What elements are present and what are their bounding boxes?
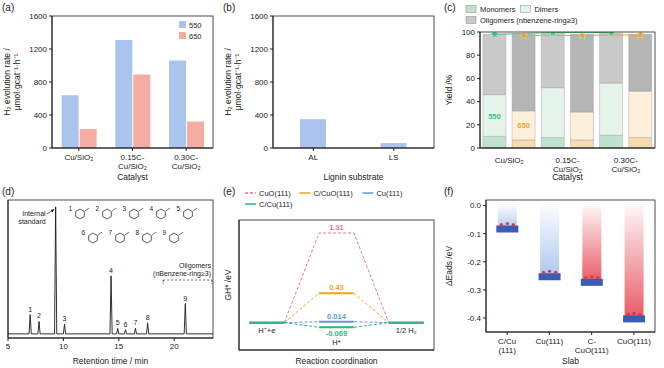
- svg-text:Cu/SiO₂: Cu/SiO₂: [495, 156, 524, 165]
- svg-text:6: 6: [81, 229, 85, 236]
- svg-text:C/Cu(111): C/Cu(111): [259, 200, 293, 209]
- svg-text:0: 0: [264, 144, 269, 153]
- svg-text:7: 7: [108, 229, 112, 236]
- svg-text:7: 7: [133, 319, 137, 326]
- svg-text:H₂ evolution rate /: H₂ evolution rate /: [2, 48, 12, 116]
- svg-text:CuO(111): CuO(111): [617, 337, 651, 346]
- svg-text:80: 80: [466, 51, 475, 60]
- svg-text:Yield /%: Yield /%: [444, 74, 454, 105]
- svg-text:Retention time / min: Retention time / min: [73, 356, 149, 366]
- svg-text:Oligomers (nbenzene-ring≥3): Oligomers (nbenzene-ring≥3): [480, 16, 578, 25]
- svg-text:400: 400: [34, 111, 48, 120]
- svg-text:C/CuO(111): C/CuO(111): [313, 189, 353, 198]
- svg-text:AL: AL: [308, 153, 318, 162]
- svg-text:LS: LS: [389, 153, 399, 162]
- svg-text:0.014: 0.014: [327, 312, 347, 321]
- svg-text:0.15C-Cu/SiO₂: 0.15C-Cu/SiO₂: [553, 156, 582, 174]
- svg-text:650: 650: [517, 121, 530, 130]
- svg-text:Oligomers: Oligomers: [179, 262, 211, 270]
- svg-text:CuO(111): CuO(111): [259, 189, 291, 198]
- svg-text:3: 3: [63, 315, 67, 322]
- svg-text:4: 4: [149, 205, 153, 212]
- svg-text:-0.069: -0.069: [326, 329, 347, 338]
- svg-text:-0.3: -0.3: [467, 286, 481, 295]
- svg-text:0.30C-Cu/SiO₂: 0.30C-Cu/SiO₂: [611, 156, 640, 174]
- svg-text:1200: 1200: [250, 45, 268, 54]
- svg-text:400: 400: [255, 111, 269, 120]
- svg-text:20: 20: [466, 121, 475, 130]
- svg-text:Internalstandard: Internalstandard: [18, 210, 46, 225]
- svg-text:Catalyst: Catalyst: [117, 172, 148, 182]
- svg-text:2: 2: [37, 312, 41, 319]
- svg-text:C/Cu(111): C/Cu(111): [498, 337, 516, 355]
- svg-text:μmol·gcat⁻¹·h⁻¹: μmol·gcat⁻¹·h⁻¹: [12, 53, 22, 110]
- svg-text:-0.2: -0.2: [467, 258, 481, 267]
- svg-text:2: 2: [95, 205, 99, 212]
- svg-text:(nBenzene-ring≥3): (nBenzene-ring≥3): [153, 270, 211, 278]
- svg-text:H₂ evolution rate /: H₂ evolution rate /: [223, 48, 233, 116]
- svg-text:60: 60: [466, 74, 475, 83]
- svg-text:Catalyst: Catalyst: [552, 172, 583, 182]
- svg-text:1200: 1200: [29, 45, 47, 54]
- svg-text:(b): (b): [223, 2, 235, 13]
- svg-text:(d): (d): [2, 186, 14, 197]
- svg-text:9: 9: [162, 229, 166, 236]
- svg-text:Dimers: Dimers: [534, 5, 558, 14]
- svg-text:550: 550: [189, 21, 202, 30]
- svg-text:GH* /eV: GH* /eV: [223, 269, 233, 301]
- svg-text:C-CuO(111): C-CuO(111): [575, 337, 609, 355]
- svg-text:10: 10: [59, 342, 68, 351]
- svg-text:3: 3: [122, 205, 126, 212]
- svg-text:(f): (f): [444, 186, 453, 197]
- svg-text:0.43: 0.43: [329, 283, 344, 292]
- svg-text:-0.4: -0.4: [467, 314, 481, 323]
- svg-text:800: 800: [255, 78, 269, 87]
- svg-text:1.31: 1.31: [329, 223, 344, 232]
- svg-text:1: 1: [68, 205, 72, 212]
- svg-text:9: 9: [183, 295, 187, 302]
- svg-text:Lignin substrate: Lignin substrate: [323, 172, 383, 182]
- svg-text:4: 4: [109, 267, 113, 274]
- svg-text:Cu/SiO₂: Cu/SiO₂: [64, 153, 93, 162]
- svg-text:1: 1: [28, 306, 32, 313]
- svg-text:(a): (a): [2, 2, 14, 13]
- svg-text:H*: H*: [332, 338, 340, 347]
- svg-text:1/2 H₂: 1/2 H₂: [396, 326, 417, 335]
- svg-text:650: 650: [189, 32, 202, 41]
- svg-text:5: 5: [116, 319, 120, 326]
- svg-text:Reaction coordination: Reaction coordination: [295, 356, 377, 366]
- svg-text:8: 8: [146, 314, 150, 321]
- svg-text:1600: 1600: [250, 12, 268, 21]
- svg-text:(c): (c): [444, 2, 456, 13]
- svg-text:100: 100: [462, 28, 476, 37]
- svg-text:-0.1: -0.1: [467, 230, 481, 239]
- svg-text:20: 20: [170, 342, 179, 351]
- svg-text:0.15C-Cu/SiO₂: 0.15C-Cu/SiO₂: [118, 153, 147, 171]
- svg-text:800: 800: [34, 78, 48, 87]
- svg-text:0.0: 0.0: [470, 201, 482, 210]
- svg-text:Cu(111): Cu(111): [536, 337, 564, 346]
- svg-text:0: 0: [471, 144, 476, 153]
- svg-text:μmol·gcat⁻¹·h⁻¹: μmol·gcat⁻¹·h⁻¹: [233, 53, 243, 110]
- svg-text:0.30C-Cu/SiO₂: 0.30C-Cu/SiO₂: [172, 153, 201, 171]
- svg-text:6: 6: [124, 321, 128, 328]
- svg-text:40: 40: [466, 97, 475, 106]
- svg-text:ΔEads /eV: ΔEads /eV: [444, 246, 454, 287]
- svg-text:15: 15: [114, 342, 123, 351]
- svg-text:0: 0: [43, 144, 48, 153]
- svg-text:Slab: Slab: [562, 356, 579, 366]
- svg-text:8: 8: [135, 229, 139, 236]
- svg-text:Monomers: Monomers: [480, 5, 516, 14]
- svg-text:550: 550: [488, 112, 501, 121]
- svg-text:H⁺+e: H⁺+e: [258, 326, 275, 335]
- svg-text:5: 5: [176, 205, 180, 212]
- svg-text:1600: 1600: [29, 12, 47, 21]
- svg-text:Cu(111): Cu(111): [376, 189, 402, 198]
- svg-text:5: 5: [6, 342, 11, 351]
- svg-text:(e): (e): [223, 186, 235, 197]
